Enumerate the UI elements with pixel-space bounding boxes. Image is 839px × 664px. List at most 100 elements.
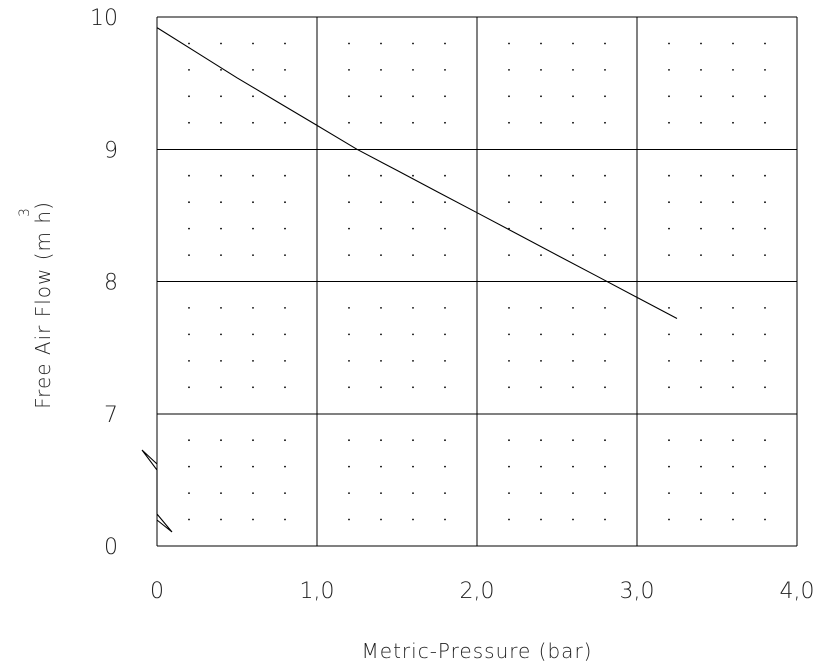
grid-dot (188, 465, 190, 468)
grid-dot (348, 518, 350, 521)
grid-dot (540, 121, 542, 124)
grid-dot (700, 174, 702, 177)
grid-dot (668, 465, 670, 468)
grid-dot (700, 360, 702, 362)
grid-dot (668, 254, 670, 256)
grid-dot (764, 121, 766, 124)
grid-dot (444, 121, 446, 124)
grid-dot (252, 201, 254, 204)
grid-dot (540, 201, 542, 204)
grid-dot (668, 227, 670, 230)
grid-dot (444, 307, 446, 309)
grid-dot (220, 386, 222, 389)
grid-dot (380, 518, 382, 521)
grid-dot (508, 121, 510, 124)
grid-dot (380, 360, 382, 362)
grid-dot (380, 69, 382, 71)
x-tick-label: 4,0 (780, 579, 815, 604)
grid-dot (572, 254, 574, 256)
grid-dot (764, 439, 766, 442)
grid-dot (732, 439, 734, 442)
grid-dot (220, 201, 222, 204)
grid-dot (188, 95, 190, 98)
grid-dot (764, 386, 766, 389)
grid-dot (284, 333, 286, 336)
grid-dot (284, 492, 286, 494)
grid-dot (188, 492, 190, 494)
grid-dot (412, 518, 414, 521)
axis-break-mark (141, 449, 173, 533)
grid-dot (732, 254, 734, 256)
grid-dot (540, 307, 542, 309)
grid-dot (700, 69, 702, 71)
grid-dot (348, 174, 350, 177)
grid-dot (700, 227, 702, 230)
grid-dot (284, 307, 286, 309)
grid-dot (444, 360, 446, 362)
grid-dot (380, 121, 382, 124)
grid-dot (572, 227, 574, 230)
grid-dot (380, 174, 382, 177)
grid-dot (252, 307, 254, 309)
grid-dot (252, 254, 254, 256)
grid-dot (348, 69, 350, 71)
grid-dot (412, 254, 414, 256)
grid-dot (508, 439, 510, 442)
grid-dot (252, 121, 254, 124)
grid-dot (412, 439, 414, 442)
grid-dot (540, 465, 542, 468)
grid-dot (284, 386, 286, 389)
grid-dot (732, 227, 734, 230)
grid-dot (444, 518, 446, 521)
grid-dot (572, 174, 574, 177)
grid-dot (572, 386, 574, 389)
x-axis-label: Metric-Pressure (bar) (362, 639, 593, 663)
grid-dot (540, 360, 542, 362)
grid-dot (572, 42, 574, 45)
grid-dot (380, 227, 382, 230)
grid-dot (348, 360, 350, 362)
grid-dot (444, 492, 446, 494)
grid-dot (508, 95, 510, 98)
grid-dot (508, 307, 510, 309)
grid-dot (764, 95, 766, 98)
grid-dot (348, 42, 350, 45)
grid-dot (572, 439, 574, 442)
grid-dot (188, 42, 190, 45)
grid-dot (668, 386, 670, 389)
minor-dot-grid (188, 42, 766, 521)
grid-dot (412, 121, 414, 124)
grid-dot (284, 227, 286, 230)
grid-dot (540, 518, 542, 521)
grid-dot (220, 518, 222, 521)
grid-dot (412, 201, 414, 204)
grid-dot (604, 333, 606, 336)
series-line (156, 27, 678, 319)
grid-dot (572, 360, 574, 362)
grid-dot (252, 518, 254, 521)
grid-dot (604, 492, 606, 494)
grid-dot (540, 439, 542, 442)
grid-dot (380, 201, 382, 204)
grid-dot (188, 174, 190, 177)
y-tick-label: 9 (104, 138, 118, 163)
y-tick-label: 8 (104, 271, 118, 296)
grid-dot (700, 95, 702, 98)
x-tick-label: 2,0 (460, 579, 495, 604)
grid-dot (252, 333, 254, 336)
grid-dot (444, 227, 446, 230)
y-tick-label: 10 (90, 6, 118, 31)
y-tick-labels: 0 7 8 9 10 (90, 6, 118, 560)
grid-dot (444, 254, 446, 256)
grid-dot (764, 254, 766, 256)
grid-dot (284, 69, 286, 71)
grid-dot (348, 227, 350, 230)
grid-dot (604, 518, 606, 521)
grid-dot (188, 439, 190, 442)
grid-dot (412, 307, 414, 309)
grid-dot (604, 360, 606, 362)
grid-dot (188, 386, 190, 389)
grid-dot (572, 518, 574, 521)
grid-dot (700, 307, 702, 309)
